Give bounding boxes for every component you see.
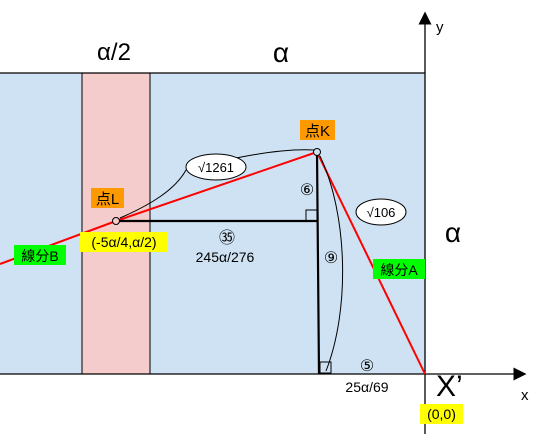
ratio-35: ㉟ bbox=[219, 229, 235, 247]
label-sqrt-106: √106 bbox=[367, 205, 396, 220]
point-l-marker bbox=[113, 218, 120, 225]
width-label-alpha: α bbox=[273, 37, 289, 68]
ratio-6: ⑥ bbox=[300, 182, 314, 199]
origin-coord: (0,0) bbox=[427, 406, 456, 422]
label-sqrt-1261: √1261 bbox=[198, 160, 234, 175]
length-245-276: 245α/276 bbox=[196, 249, 255, 265]
length-25-69: 25α/69 bbox=[345, 379, 388, 395]
ratio-5: ⑤ bbox=[360, 358, 374, 375]
point-k-marker bbox=[314, 149, 321, 156]
height-label-alpha: α bbox=[445, 217, 461, 248]
segment-b-label: 線分B bbox=[21, 248, 58, 264]
x-axis-label: x bbox=[521, 387, 529, 404]
ratio-9: ⑨ bbox=[324, 250, 338, 267]
point-l-label: 点L bbox=[96, 191, 119, 208]
blue-region-left bbox=[0, 73, 82, 374]
y-axis-label: y bbox=[436, 19, 444, 36]
width-label-half-alpha: α/2 bbox=[97, 39, 131, 66]
segment-a-label: 線分A bbox=[380, 262, 418, 278]
origin-name: X’ bbox=[436, 370, 463, 403]
point-l-coord: (-5α/4,α/2) bbox=[91, 234, 156, 250]
point-k-label: 点K bbox=[305, 123, 330, 140]
